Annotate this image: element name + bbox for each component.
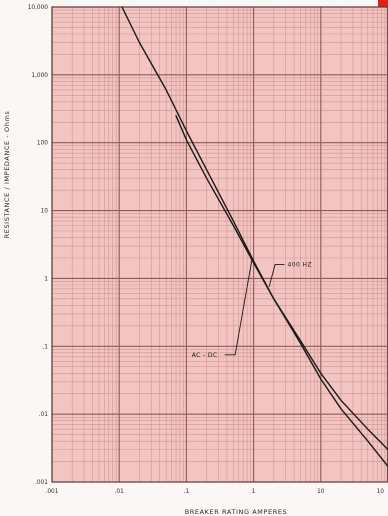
x-tick-label: .1 (184, 489, 190, 495)
y-tick-label: 10 (41, 209, 49, 215)
corner-mark (378, 0, 388, 9)
series-layer (121, 6, 388, 468)
annotation-layer: AC - DC 400 HZ (192, 258, 312, 359)
y-tick-label: .01 (39, 412, 49, 418)
x-tick-label: .001 (46, 489, 59, 495)
leader-line-ac-dc (224, 258, 253, 356)
x-tick-label: 1 (252, 489, 256, 495)
series-line-400hz (175, 114, 388, 451)
y-tick-label: 1,000 (31, 73, 48, 79)
x-tick-label: 10 (317, 489, 325, 495)
y-tick-label: .001 (35, 480, 48, 486)
y-tick-label: .1 (42, 344, 48, 350)
minor-grid (52, 7, 388, 482)
annotation-400hz: 400 HZ (288, 261, 312, 268)
series-line-ac-dc (121, 6, 388, 468)
y-tick-label: 100 (37, 141, 48, 147)
y-axis-label: RESISTANCE / IMPEDANCE - Ohms (3, 111, 11, 239)
leader-line-400hz (268, 264, 285, 288)
x-tick-label: 10 (377, 489, 385, 495)
annotation-ac-dc: AC - DC (192, 352, 218, 359)
plot-area (52, 7, 388, 482)
tick-labels: 10,000 1,000 100 10 1 .1 .01 .001 .001 .01 .1 1 10 10 (28, 5, 385, 495)
y-tick-label: 10,000 (28, 5, 49, 11)
x-tick-label: .01 (115, 489, 125, 495)
x-axis-label: BREAKER RATING AMPERES (185, 508, 288, 516)
y-tick-label: 1 (44, 276, 48, 282)
plot-frame (51, 6, 388, 483)
